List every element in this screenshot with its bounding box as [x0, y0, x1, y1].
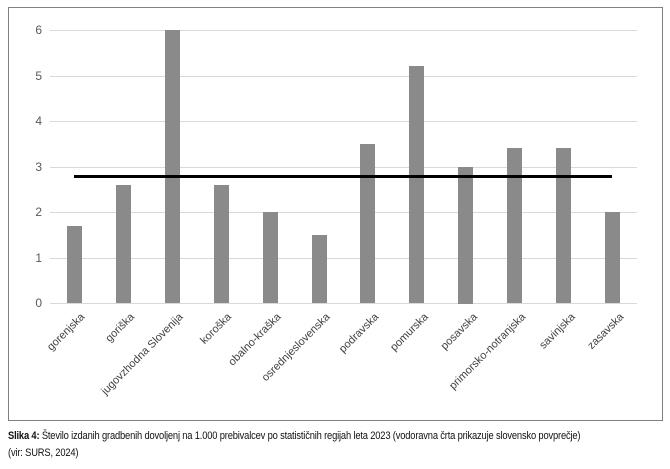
caption-source: (vir: SURS, 2024)	[8, 447, 79, 459]
bar-zasavska	[605, 212, 620, 303]
x-tick-label: koroška	[198, 311, 235, 347]
y-tick-label: 0	[35, 296, 42, 310]
gridline-y4	[50, 121, 637, 122]
bar-goriška	[116, 185, 131, 303]
bar-osrednjeslovenska	[312, 235, 327, 303]
bar-podravska	[360, 144, 375, 303]
average-line	[74, 175, 612, 178]
x-tick-label: posavska	[438, 311, 480, 353]
x-tick-label: jugovzhodna Slovenija	[99, 311, 186, 398]
x-tick-label: pomurska	[387, 311, 431, 354]
gridline-y1	[50, 258, 637, 259]
y-tick-label: 4	[35, 114, 42, 128]
gridline-y6	[50, 30, 637, 31]
bar-gorenjska	[67, 226, 82, 303]
bar-chart: 0 1 2 3 4 5 6 gorenjska goriška jugovzhodna Slov…	[8, 7, 663, 421]
gridline-y3	[50, 167, 637, 168]
gridline-y2	[50, 212, 637, 213]
gridline-y5	[50, 76, 637, 77]
x-tick-label: gorenjska	[45, 311, 88, 354]
bar-posavska	[458, 167, 473, 304]
y-tick-label: 3	[35, 160, 42, 174]
y-tick-label: 1	[35, 251, 42, 265]
gridline-y0	[50, 303, 637, 304]
bar-primorsko-notranjska	[507, 148, 522, 303]
y-tick-label: 6	[35, 23, 42, 37]
bar-jugovzhodna-Slovenija	[165, 30, 180, 303]
caption-label: Slika 4:	[8, 430, 40, 442]
caption-line: Slika 4: Število izdanih gradbenih dovol…	[8, 428, 670, 445]
y-tick-label: 2	[35, 205, 42, 219]
bar-savinjska	[556, 148, 571, 303]
bar-pomurska	[409, 66, 424, 303]
bar-obalno-kraška	[263, 212, 278, 303]
x-tick-label: zasavska	[585, 311, 627, 352]
x-tick-label: podravska	[337, 311, 382, 356]
y-tick-label: 5	[35, 69, 42, 83]
caption-text: Število izdanih gradbenih dovoljenj na 1…	[41, 430, 581, 442]
figure-caption: Slika 4: Število izdanih gradbenih dovol…	[8, 428, 670, 462]
x-tick-label: savinjska	[537, 311, 578, 352]
x-tick-label: goriška	[102, 311, 137, 345]
bar-koroška	[214, 185, 229, 303]
